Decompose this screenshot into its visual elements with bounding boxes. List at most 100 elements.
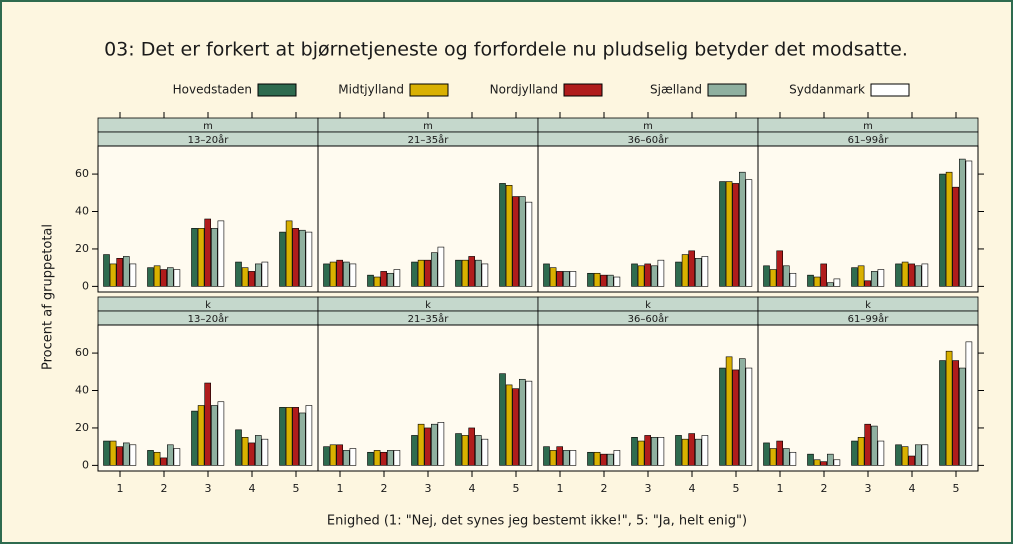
bar	[211, 405, 218, 466]
bar	[123, 442, 130, 466]
bar	[298, 412, 306, 466]
x-tick-label: 3	[425, 482, 432, 495]
bar	[455, 433, 462, 466]
bar	[675, 435, 682, 466]
bar	[329, 444, 337, 466]
bar	[235, 261, 242, 287]
bar	[644, 435, 652, 466]
bar	[650, 437, 658, 466]
bar	[921, 444, 929, 466]
bar	[807, 274, 814, 287]
bar	[505, 185, 513, 287]
bar	[901, 446, 909, 466]
bar	[719, 367, 726, 466]
bar	[562, 271, 570, 287]
bar	[153, 265, 161, 287]
bar	[525, 380, 533, 466]
bar	[789, 451, 797, 466]
bar	[342, 261, 350, 287]
bar	[952, 186, 960, 287]
y-axis-label: Procent af gruppetotal	[41, 224, 56, 370]
bar	[631, 437, 638, 466]
bar	[116, 258, 123, 287]
bar	[864, 423, 872, 466]
bar	[455, 259, 462, 287]
bar	[701, 435, 709, 466]
bar	[204, 218, 211, 287]
bar	[725, 356, 733, 466]
bar	[644, 263, 652, 287]
bar	[549, 450, 557, 466]
bar	[851, 267, 858, 287]
bar	[336, 444, 344, 466]
bar	[129, 263, 137, 287]
x-tick-label: 3	[865, 482, 872, 495]
bar	[279, 407, 286, 466]
bar	[857, 265, 865, 287]
bar	[688, 250, 696, 287]
bar	[103, 254, 110, 287]
bar	[525, 201, 533, 287]
bar	[191, 228, 198, 287]
bar	[908, 455, 916, 466]
legend-swatch	[707, 83, 747, 97]
bar	[763, 442, 770, 466]
bar	[292, 228, 300, 287]
bar	[807, 453, 814, 466]
bar	[965, 160, 973, 287]
bar	[901, 261, 909, 287]
bar	[637, 265, 645, 287]
bar	[393, 450, 401, 466]
x-tick-label: 2	[381, 482, 388, 495]
bar	[939, 173, 946, 287]
bar	[160, 269, 167, 287]
bar	[833, 459, 841, 466]
bar	[147, 450, 154, 466]
bar	[606, 453, 614, 466]
x-tick-label: 1	[117, 482, 124, 495]
bar	[191, 410, 198, 466]
bar	[386, 450, 394, 466]
bar	[349, 448, 357, 466]
bar	[468, 256, 476, 287]
bar	[167, 444, 174, 466]
bar	[173, 269, 181, 287]
legend-label: Hovedstaden	[173, 83, 252, 97]
bar	[481, 438, 489, 466]
bar	[694, 258, 702, 287]
bar	[417, 423, 425, 466]
bar	[499, 183, 506, 287]
bar	[279, 231, 286, 287]
strip-label: k	[425, 300, 431, 311]
x-tick-label: 5	[293, 482, 300, 495]
bar	[123, 256, 130, 287]
strip-label: 21–35år	[408, 312, 450, 325]
bar	[109, 263, 117, 287]
bar	[776, 250, 784, 287]
bar	[305, 231, 313, 287]
x-tick-label: 2	[161, 482, 168, 495]
bar	[235, 429, 242, 466]
strip-label: m	[863, 121, 873, 132]
y-tick-label: 40	[75, 205, 89, 218]
bar	[367, 274, 374, 287]
bar	[386, 272, 394, 287]
bar	[305, 405, 313, 466]
bar	[613, 276, 621, 287]
legend-label: Syddanmark	[789, 83, 865, 97]
bar	[958, 158, 966, 287]
y-tick-label: 20	[75, 242, 89, 255]
bar	[549, 267, 557, 287]
bar	[217, 220, 225, 287]
bar	[437, 246, 445, 287]
bar	[248, 442, 255, 466]
x-tick-label: 5	[513, 482, 520, 495]
bar	[776, 440, 784, 466]
bar	[261, 261, 269, 287]
bar	[745, 179, 753, 287]
bar	[342, 450, 350, 466]
bar	[895, 444, 902, 466]
legend-label: Nordjylland	[490, 83, 558, 97]
bar	[255, 263, 262, 287]
bar	[556, 446, 564, 466]
